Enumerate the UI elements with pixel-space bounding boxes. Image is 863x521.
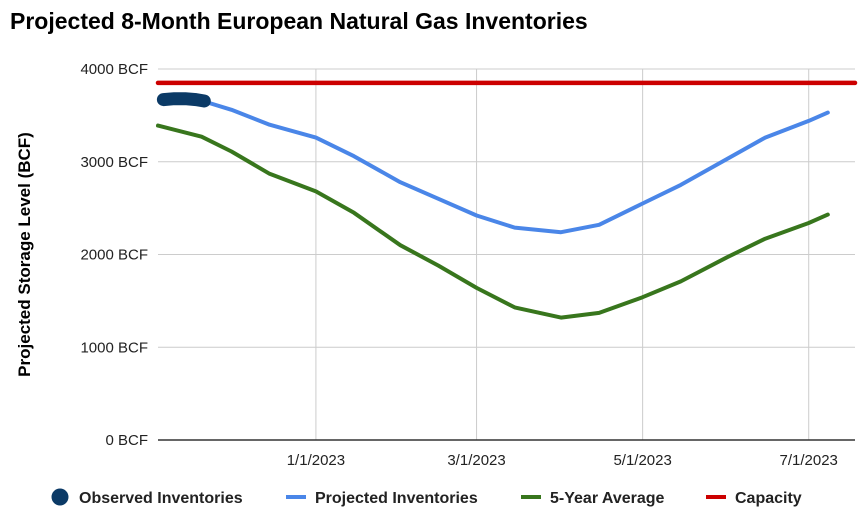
series-line-5-year-average	[156, 123, 830, 320]
series-line-projected-inventories	[202, 99, 830, 235]
y-axis-ticks: 0 BCF 1000 BCF 2000 BCF 3000 BCF 4000 BCF	[80, 61, 148, 449]
legend-label-observed-inventories: Observed Inventories	[79, 490, 243, 507]
x-tick-label: 5/1/2023	[613, 452, 671, 469]
y-tick-label: 4000 BCF	[80, 61, 148, 78]
legend: Observed Inventories Projected Inventorie…	[51, 488, 802, 507]
x-tick-label: 3/1/2023	[447, 452, 505, 469]
y-axis-label: Projected Storage Level (BCF)	[15, 132, 34, 377]
series-line-observed-inventories	[156, 92, 211, 108]
y-tick-label: 3000 BCF	[80, 154, 148, 171]
x-tick-label: 1/1/2023	[287, 452, 345, 469]
y-tick-label: 1000 BCF	[80, 339, 148, 356]
series-group	[155, 80, 858, 320]
legend-label-capacity: Capacity	[735, 490, 802, 507]
chart-title: Projected 8-Month European Natural Gas I…	[10, 8, 588, 34]
x-tick-label: 7/1/2023	[780, 452, 838, 469]
x-axis-ticks: 1/1/2023 3/1/2023 5/1/2023 7/1/2023	[287, 452, 838, 469]
legend-label-5-year-average: 5-Year Average	[550, 490, 665, 507]
legend-marker-observed-inventories	[51, 488, 69, 506]
y-tick-label: 0 BCF	[105, 432, 148, 449]
y-tick-label: 2000 BCF	[80, 247, 148, 264]
grid-lines	[158, 68, 855, 440]
legend-label-projected-inventories: Projected Inventories	[315, 490, 478, 507]
